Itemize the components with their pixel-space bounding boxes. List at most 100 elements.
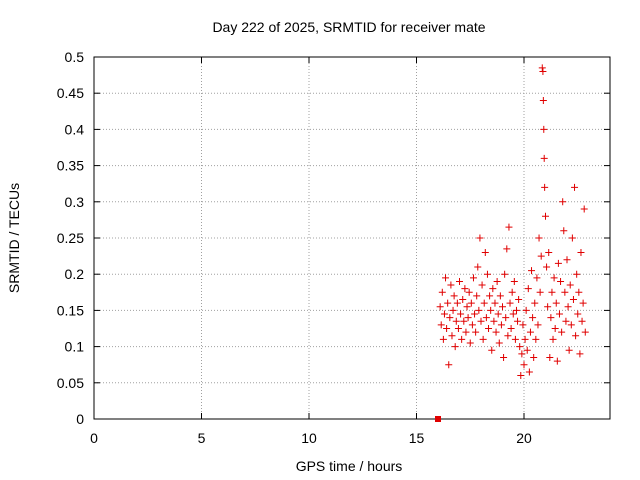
data-point xyxy=(562,317,570,325)
chart-title: Day 222 of 2025, SRMTID for receiver mat… xyxy=(212,19,485,35)
data-point xyxy=(474,263,482,271)
data-point xyxy=(528,267,536,275)
data-point xyxy=(540,154,548,162)
data-point xyxy=(535,234,543,242)
data-point xyxy=(561,288,569,296)
data-point xyxy=(523,346,531,354)
data-point xyxy=(453,299,461,307)
data-point xyxy=(450,292,458,300)
data-point xyxy=(516,343,524,351)
data-point xyxy=(501,270,509,278)
data-point xyxy=(549,335,557,343)
data-point xyxy=(542,212,549,220)
y-tick-label: 0.15 xyxy=(57,302,84,318)
data-point xyxy=(540,125,548,133)
data-point xyxy=(548,288,556,296)
data-point xyxy=(491,299,499,307)
data-point xyxy=(531,299,539,307)
data-point xyxy=(567,321,575,329)
data-point xyxy=(534,321,542,329)
data-point xyxy=(448,332,456,340)
data-point xyxy=(538,64,546,72)
data-point xyxy=(451,343,459,351)
data-point xyxy=(533,274,541,282)
data-point xyxy=(443,325,451,332)
data-point xyxy=(494,310,502,318)
data-point xyxy=(500,353,508,361)
data-point xyxy=(539,67,547,75)
data-point xyxy=(515,296,523,304)
data-point xyxy=(447,281,455,289)
data-point xyxy=(510,277,518,285)
data-point xyxy=(572,332,580,340)
y-tick-labels: 0 0.05 0.1 0.15 0.2 0.25 0.3 0.35 0.4 0.45 0.5 xyxy=(57,49,84,427)
data-point xyxy=(563,256,571,264)
data-point xyxy=(454,325,462,332)
data-point xyxy=(539,96,547,104)
data-point xyxy=(517,372,525,380)
data-point xyxy=(558,328,566,336)
data-point xyxy=(444,299,452,307)
data-point xyxy=(440,310,448,318)
data-point xyxy=(458,335,466,343)
data-point xyxy=(488,346,496,354)
data-points xyxy=(435,64,589,422)
data-point xyxy=(557,277,565,285)
data-point xyxy=(493,277,501,285)
data-point xyxy=(578,317,586,325)
data-point xyxy=(547,314,555,322)
data-point xyxy=(579,299,587,307)
data-point xyxy=(506,299,514,307)
y-tick-label: 0.25 xyxy=(57,230,84,246)
data-point xyxy=(526,328,534,336)
data-point xyxy=(475,306,483,314)
data-point xyxy=(485,325,493,332)
y-tick-label: 0 xyxy=(76,411,84,427)
x-tick-label: 5 xyxy=(198,430,206,446)
y-tick-label: 0.05 xyxy=(57,375,84,391)
y-tick-label: 0.4 xyxy=(65,121,85,137)
data-point xyxy=(574,310,582,318)
data-point xyxy=(554,259,562,267)
data-point xyxy=(577,248,585,256)
data-point xyxy=(505,223,513,231)
data-point xyxy=(537,252,545,260)
data-point xyxy=(503,245,511,253)
data-point xyxy=(514,317,522,325)
data-point xyxy=(568,234,576,242)
x-tick-label: 10 xyxy=(301,430,317,446)
data-point xyxy=(483,270,491,278)
data-point xyxy=(449,306,457,314)
data-point xyxy=(507,325,515,332)
data-point xyxy=(482,314,490,322)
y-tick-label: 0.3 xyxy=(65,194,85,210)
data-point xyxy=(462,328,470,336)
data-point xyxy=(477,317,485,325)
data-point xyxy=(529,314,537,322)
x-tick-label: 15 xyxy=(409,430,425,446)
data-point xyxy=(442,274,450,282)
y-tick-label: 0.5 xyxy=(65,49,85,65)
data-point xyxy=(553,357,561,365)
data-point xyxy=(437,321,445,329)
data-point xyxy=(489,285,497,293)
data-point xyxy=(541,183,549,191)
data-point xyxy=(519,321,527,329)
y-tick-label: 0.1 xyxy=(65,339,85,355)
x-axis-label: GPS time / hours xyxy=(296,458,403,474)
data-point xyxy=(495,339,503,347)
y-tick-label: 0.2 xyxy=(65,266,85,282)
data-point xyxy=(464,314,472,322)
data-point xyxy=(476,234,484,242)
data-point xyxy=(478,281,486,289)
data-point xyxy=(511,335,519,343)
data-point xyxy=(496,292,504,300)
data-point xyxy=(530,353,538,361)
data-point xyxy=(525,368,533,376)
data-point xyxy=(468,321,476,329)
y-tick-label: 0.35 xyxy=(57,158,84,174)
data-point xyxy=(445,361,453,369)
data-point xyxy=(473,292,481,300)
data-point xyxy=(481,248,489,256)
